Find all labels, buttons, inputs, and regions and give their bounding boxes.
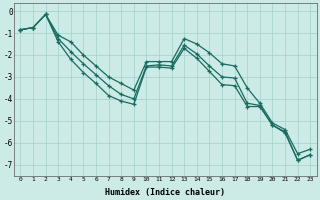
X-axis label: Humidex (Indice chaleur): Humidex (Indice chaleur) xyxy=(105,188,225,197)
